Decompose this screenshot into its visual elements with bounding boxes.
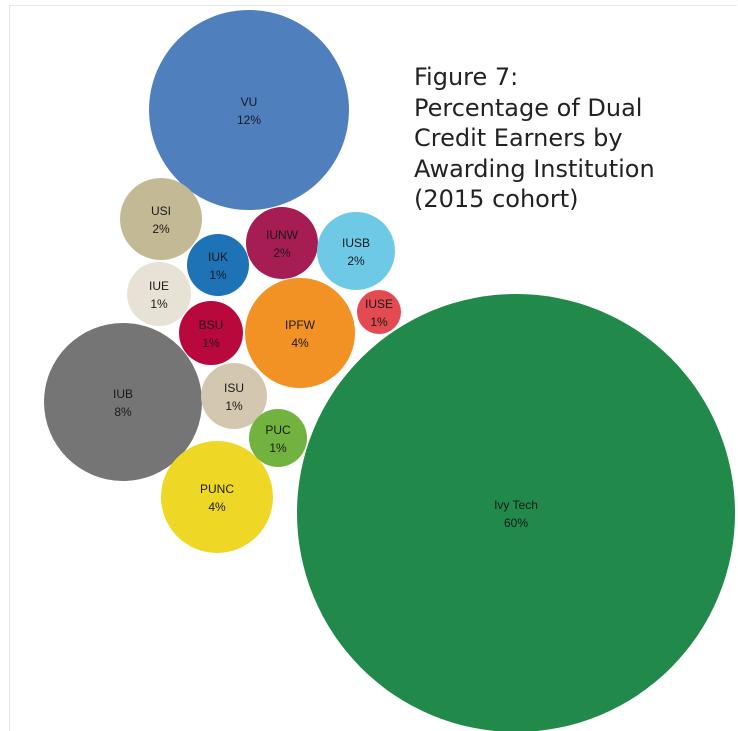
bubble-usi: USI 2% — [120, 178, 202, 260]
bubble-value-label: 4% — [208, 500, 226, 514]
bubble-value-label: 2% — [152, 222, 170, 236]
bubble-circle-vu — [149, 10, 349, 210]
bubble-value-label: 1% — [269, 441, 287, 455]
bubble-name-label: ISU — [224, 381, 244, 395]
bubble-circle-iuse — [357, 290, 401, 334]
bubble-circle-usi — [120, 178, 202, 260]
bubble-iuk: IUK 1% — [187, 234, 249, 296]
bubble-iub: IUB 8% — [44, 323, 202, 481]
bubble-circle-punc — [161, 441, 273, 553]
bubble-circle-bsu — [179, 301, 243, 365]
bubble-value-label: 1% — [370, 315, 388, 329]
bubble-circle-puc — [249, 409, 307, 467]
bubble-value-label: 1% — [225, 399, 243, 413]
bubble-vu: VU 12% — [149, 10, 349, 210]
bubble-iue: IUE 1% — [127, 262, 191, 326]
bubble-circle-iub — [44, 323, 202, 481]
bubble-name-label: IUSE — [365, 297, 393, 311]
bubble-ipfw: IPFW 4% — [245, 278, 355, 388]
bubble-circle-iusb — [317, 212, 395, 290]
bubble-circle-isu — [201, 363, 267, 429]
bubble-puc: PUC 1% — [249, 409, 307, 467]
bubble-circle-ivy-tech — [297, 294, 735, 731]
bubble-punc: PUNC 4% — [161, 441, 273, 553]
bubble-value-label: 8% — [114, 405, 132, 419]
bubble-name-label: BSU — [199, 318, 224, 332]
bubble-ivy-tech: Ivy Tech 60% — [297, 294, 735, 731]
bubble-value-label: 1% — [209, 268, 227, 282]
bubble-name-label: IPFW — [285, 318, 316, 332]
bubble-name-label: Ivy Tech — [494, 498, 538, 512]
bubble-name-label: IUK — [208, 250, 228, 264]
bubble-circle-iunw — [246, 207, 318, 279]
bubble-name-label: IUE — [149, 279, 169, 293]
bubble-iunw: IUNW 2% — [246, 207, 318, 279]
bubble-name-label: VU — [241, 95, 258, 109]
bubble-bsu: BSU 1% — [179, 301, 243, 365]
bubble-value-label: 2% — [273, 246, 291, 260]
bubble-value-label: 1% — [202, 336, 220, 350]
bubble-iusb: IUSB 2% — [317, 212, 395, 290]
bubble-name-label: IUNW — [266, 228, 299, 242]
bubble-name-label: PUNC — [200, 482, 234, 496]
bubble-iuse: IUSE 1% — [357, 290, 401, 334]
bubble-value-label: 60% — [504, 516, 528, 530]
bubble-isu: ISU 1% — [201, 363, 267, 429]
bubble-circle-iue — [127, 262, 191, 326]
bubble-value-label: 2% — [347, 254, 365, 268]
chart-title: Figure 7: Percentage of Dual Credit Earn… — [414, 63, 655, 213]
bubble-circle-iuk — [187, 234, 249, 296]
bubble-name-label: USI — [151, 204, 171, 218]
bubble-name-label: IUB — [113, 387, 133, 401]
bubble-value-label: 1% — [150, 297, 168, 311]
bubble-value-label: 4% — [291, 336, 309, 350]
bubble-name-label: PUC — [265, 423, 291, 437]
bubble-name-label: IUSB — [342, 236, 370, 250]
chart-frame — [9, 5, 737, 731]
bubble-circle-ipfw — [245, 278, 355, 388]
bubble-value-label: 12% — [237, 113, 261, 127]
